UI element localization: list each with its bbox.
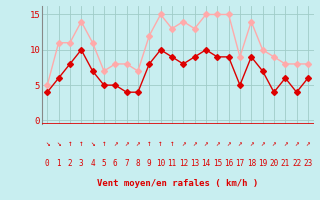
- Text: ↘: ↘: [45, 140, 50, 148]
- Text: 9: 9: [147, 160, 152, 168]
- Text: ↘: ↘: [90, 140, 95, 148]
- Text: 12: 12: [179, 160, 188, 168]
- Text: ↗: ↗: [204, 140, 208, 148]
- Text: 22: 22: [292, 160, 301, 168]
- Text: 6: 6: [113, 160, 117, 168]
- Text: 0: 0: [45, 160, 50, 168]
- Text: 21: 21: [281, 160, 290, 168]
- Text: ↘: ↘: [56, 140, 61, 148]
- Text: ↗: ↗: [306, 140, 310, 148]
- Text: 7: 7: [124, 160, 129, 168]
- Text: ↗: ↗: [181, 140, 186, 148]
- Text: 2: 2: [68, 160, 72, 168]
- Text: ↑: ↑: [170, 140, 174, 148]
- Text: 10: 10: [156, 160, 165, 168]
- Text: ↗: ↗: [136, 140, 140, 148]
- Text: 23: 23: [303, 160, 313, 168]
- Text: 19: 19: [258, 160, 267, 168]
- Text: 8: 8: [136, 160, 140, 168]
- Text: 1: 1: [56, 160, 61, 168]
- Text: ↑: ↑: [158, 140, 163, 148]
- Text: 14: 14: [201, 160, 211, 168]
- Text: 4: 4: [90, 160, 95, 168]
- Text: ↗: ↗: [113, 140, 117, 148]
- Text: ↗: ↗: [283, 140, 288, 148]
- Text: 3: 3: [79, 160, 84, 168]
- Text: 20: 20: [269, 160, 278, 168]
- Text: ↗: ↗: [260, 140, 265, 148]
- Text: 5: 5: [102, 160, 106, 168]
- Text: ↗: ↗: [192, 140, 197, 148]
- Text: ↑: ↑: [147, 140, 152, 148]
- Text: 17: 17: [235, 160, 244, 168]
- Text: ↗: ↗: [238, 140, 242, 148]
- Text: 11: 11: [167, 160, 177, 168]
- Text: 13: 13: [190, 160, 199, 168]
- Text: 18: 18: [247, 160, 256, 168]
- Text: ↗: ↗: [249, 140, 253, 148]
- Text: ↗: ↗: [215, 140, 220, 148]
- Text: Vent moyen/en rafales ( km/h ): Vent moyen/en rafales ( km/h ): [97, 180, 258, 188]
- Text: ↗: ↗: [124, 140, 129, 148]
- Text: ↑: ↑: [68, 140, 72, 148]
- Text: ↑: ↑: [102, 140, 106, 148]
- Text: ↗: ↗: [272, 140, 276, 148]
- Text: ↑: ↑: [79, 140, 84, 148]
- Text: 16: 16: [224, 160, 233, 168]
- Text: ↗: ↗: [226, 140, 231, 148]
- Text: ↗: ↗: [294, 140, 299, 148]
- Text: 15: 15: [213, 160, 222, 168]
